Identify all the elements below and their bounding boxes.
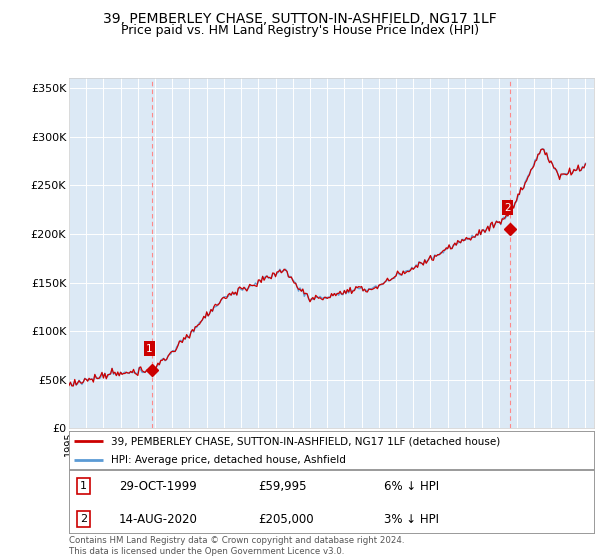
Text: £59,995: £59,995 [258, 479, 307, 493]
Text: 2: 2 [80, 514, 87, 524]
Text: Contains HM Land Registry data © Crown copyright and database right 2024.
This d: Contains HM Land Registry data © Crown c… [69, 536, 404, 556]
Text: 1: 1 [80, 481, 87, 491]
Text: 29-OCT-1999: 29-OCT-1999 [119, 479, 197, 493]
Text: 3% ↓ HPI: 3% ↓ HPI [384, 513, 439, 526]
Text: 14-AUG-2020: 14-AUG-2020 [119, 513, 198, 526]
Text: 2: 2 [504, 203, 511, 213]
Text: Price paid vs. HM Land Registry's House Price Index (HPI): Price paid vs. HM Land Registry's House … [121, 24, 479, 36]
Text: 39, PEMBERLEY CHASE, SUTTON-IN-ASHFIELD, NG17 1LF: 39, PEMBERLEY CHASE, SUTTON-IN-ASHFIELD,… [103, 12, 497, 26]
Text: 6% ↓ HPI: 6% ↓ HPI [384, 479, 439, 493]
Text: 39, PEMBERLEY CHASE, SUTTON-IN-ASHFIELD, NG17 1LF (detached house): 39, PEMBERLEY CHASE, SUTTON-IN-ASHFIELD,… [111, 436, 500, 446]
Text: HPI: Average price, detached house, Ashfield: HPI: Average price, detached house, Ashf… [111, 455, 346, 465]
Text: 1: 1 [146, 344, 153, 354]
Text: £205,000: £205,000 [258, 513, 314, 526]
